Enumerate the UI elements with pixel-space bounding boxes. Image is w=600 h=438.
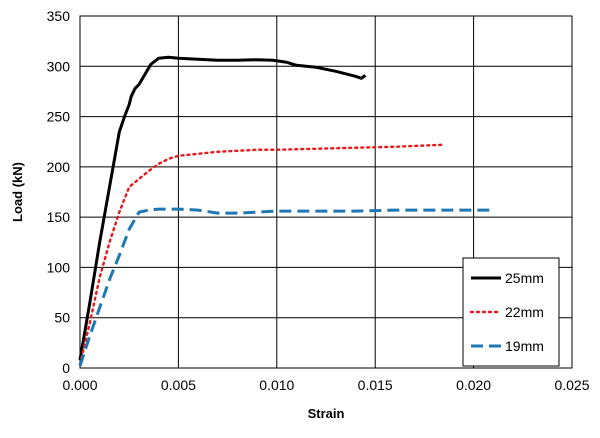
y-tick-label: 50 [54,310,70,326]
x-tick-label: 0.005 [161,377,196,393]
y-tick-label: 250 [47,109,71,125]
y-tick-label: 100 [47,259,71,275]
y-axis-label: Load (kN) [10,162,25,222]
y-tick-label: 200 [47,159,71,175]
legend-label: 25mm [505,270,544,286]
series-line-22mm [78,143,446,366]
legend-label: 19mm [505,338,544,354]
x-tick-label: 0.010 [259,377,294,393]
x-axis-label: Strain [308,406,345,421]
legend-label: 22mm [505,304,544,320]
legend: 25mm 22mm 19mm [462,257,560,367]
y-tick-label: 300 [47,58,71,74]
x-tick-label: 0.015 [358,377,393,393]
y-axis-ticks: 0 50 100 150 200 250 300 350 [47,8,71,376]
x-tick-label: 0.025 [554,377,589,393]
x-tick-label: 0.020 [456,377,491,393]
y-tick-label: 350 [47,8,71,24]
series-line-25mm [78,55,367,361]
x-axis-ticks: 0.000 0.005 0.010 0.015 0.020 0.025 [62,377,589,393]
y-tick-label: 0 [62,360,70,376]
series-line-19mm [78,207,494,367]
plot-area [79,15,573,369]
x-tick-label: 0.000 [62,377,97,393]
y-tick-label: 150 [47,209,71,225]
series-layer [78,55,494,367]
